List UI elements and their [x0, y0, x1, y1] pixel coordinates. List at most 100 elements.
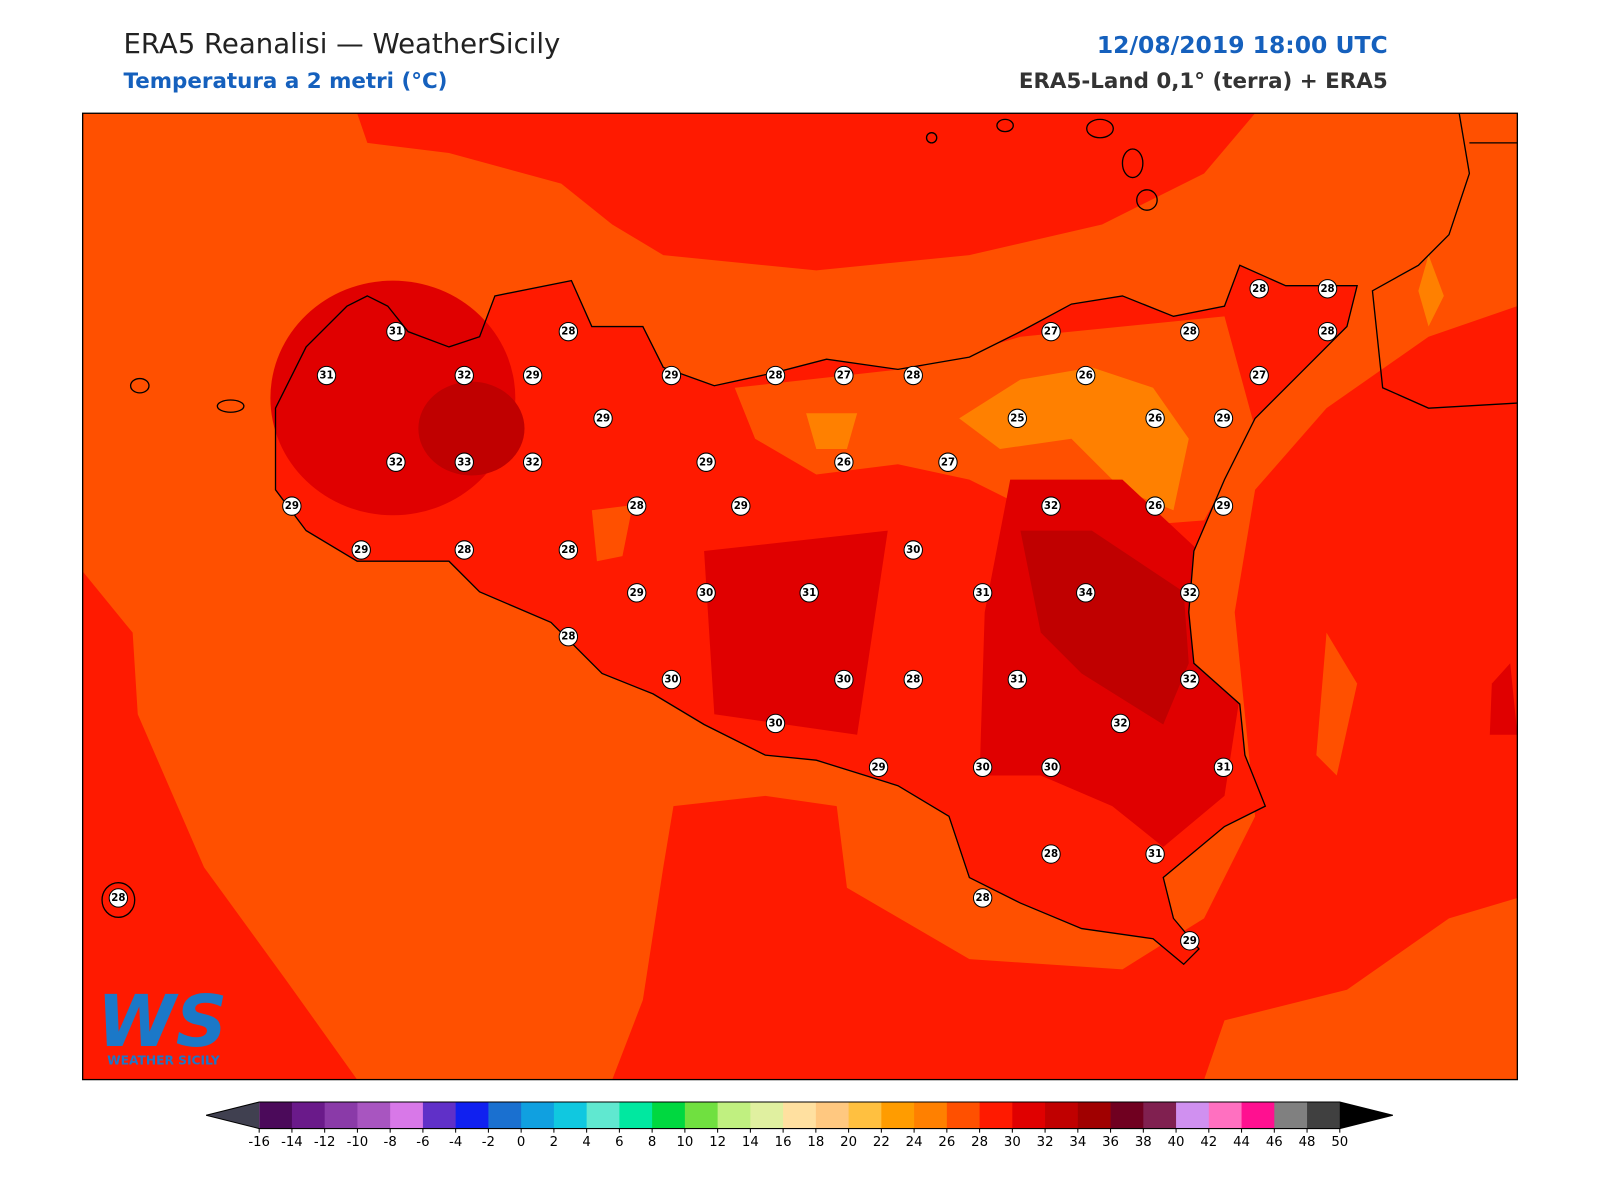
station-marker	[903, 365, 923, 386]
station-value: 29	[664, 371, 678, 382]
station-value: 27	[1044, 327, 1058, 338]
station-marker	[593, 408, 613, 429]
colorbar-tick-label: 36	[1102, 1135, 1119, 1150]
station: 28	[627, 496, 647, 516]
colorbar-tick-label: 12	[709, 1135, 726, 1150]
colorbar-segment	[1241, 1102, 1275, 1129]
station-marker	[1180, 669, 1200, 690]
colorbar-tick-label: 20	[840, 1135, 857, 1150]
station-marker	[834, 452, 854, 472]
station-value: 26	[1148, 501, 1162, 512]
colorbar-tick-label: 34	[1069, 1135, 1086, 1150]
station-value: 29	[1216, 413, 1230, 424]
station-marker	[834, 669, 854, 690]
station-value: 31	[1010, 675, 1024, 686]
station-value: 28	[1320, 327, 1334, 338]
colorbar-tick-label: 48	[1299, 1135, 1316, 1150]
station: 28	[454, 540, 474, 560]
station-value: 29	[734, 501, 748, 512]
station-marker	[454, 365, 474, 386]
station: 31	[1007, 669, 1028, 690]
station: 29	[1180, 931, 1200, 951]
station-value: 32	[1183, 588, 1197, 599]
station: 28	[972, 888, 993, 908]
colorbar-segment	[1274, 1102, 1308, 1129]
station-value: 30	[906, 545, 920, 556]
station: 31	[1145, 844, 1165, 864]
colorbar-segment	[553, 1102, 588, 1129]
station-marker	[972, 583, 993, 603]
station: 29	[351, 540, 371, 560]
station-marker	[1249, 279, 1269, 299]
station: 25	[1007, 408, 1028, 429]
station-value: 33	[457, 457, 471, 468]
colorbar-over	[1339, 1102, 1393, 1129]
field	[959, 367, 1189, 511]
station-value: 31	[319, 371, 333, 382]
station-marker	[696, 583, 716, 603]
station-marker	[386, 321, 406, 342]
station-value: 26	[837, 457, 851, 468]
station: 28	[558, 540, 579, 560]
field	[82, 571, 358, 1080]
station: 30	[696, 583, 716, 603]
station-value: 27	[1252, 371, 1266, 382]
colorbar-segment	[259, 1102, 293, 1129]
station-value: 32	[389, 457, 403, 468]
colorbar-tick-label: 44	[1233, 1135, 1250, 1150]
colorbar-segment	[815, 1102, 850, 1129]
station-value: 28	[561, 545, 575, 556]
station: 28	[1317, 321, 1338, 342]
colorbar-segment	[1208, 1102, 1243, 1129]
station: 29	[627, 583, 647, 603]
source: ERA5-Land 0,1° (terra) + ERA5	[1019, 69, 1388, 94]
field	[1020, 530, 1189, 725]
field	[1316, 632, 1358, 776]
station-value: 30	[699, 588, 713, 599]
station-value: 31	[976, 588, 990, 599]
station: 31	[972, 583, 993, 603]
station-marker	[1110, 713, 1131, 734]
station: 30	[972, 757, 993, 778]
colorbar-tick-label: -16	[248, 1135, 270, 1150]
colorbar-tick-label: 16	[775, 1135, 792, 1150]
field	[418, 381, 525, 476]
station: 28	[1249, 279, 1269, 299]
station: 27	[938, 452, 958, 472]
colorbar-tick-label: 22	[873, 1135, 890, 1150]
map-frame	[81, 112, 1519, 1081]
station-value: 29	[354, 545, 368, 556]
station-value: 32	[1044, 501, 1058, 512]
station-marker	[1180, 321, 1200, 342]
colorbar-segment	[914, 1102, 948, 1129]
colorbar-tick-label: 42	[1200, 1135, 1217, 1150]
islands	[101, 118, 1158, 919]
colorbar-tick-label: 6	[615, 1135, 623, 1150]
colorbar-segment	[586, 1102, 620, 1129]
station-marker	[765, 713, 786, 734]
station: 29	[696, 452, 716, 472]
station-value: 26	[1079, 371, 1093, 382]
station-marker	[522, 365, 543, 386]
colorbar: -16 -14 -12 -10 -8 -6 -4 -2 0 2 4 6 8 10 12 14 16 18 20 22 2…	[205, 1101, 1393, 1150]
station-value: 27	[941, 457, 955, 468]
logo-name: WEATHER SICILY	[107, 1053, 220, 1067]
field	[806, 413, 858, 449]
station-value: 27	[837, 371, 851, 382]
station-marker	[799, 583, 819, 603]
station-marker	[1213, 408, 1234, 429]
colorbar-segment	[946, 1102, 981, 1129]
colorbar-tick-label: -8	[384, 1135, 397, 1150]
station-marker	[696, 452, 716, 472]
station: 26	[834, 452, 854, 472]
station-value: 32	[1113, 718, 1127, 729]
station-marker	[108, 888, 129, 908]
subtitle: Temperatura a 2 metri (°C)	[123, 69, 447, 94]
station-value: 29	[526, 371, 540, 382]
colorbar-tick-label: 10	[676, 1135, 693, 1150]
colorbar-segment	[488, 1102, 522, 1129]
station: 26	[1076, 365, 1096, 386]
colorbar-segment	[684, 1102, 719, 1129]
colorbar-segment	[357, 1102, 391, 1129]
